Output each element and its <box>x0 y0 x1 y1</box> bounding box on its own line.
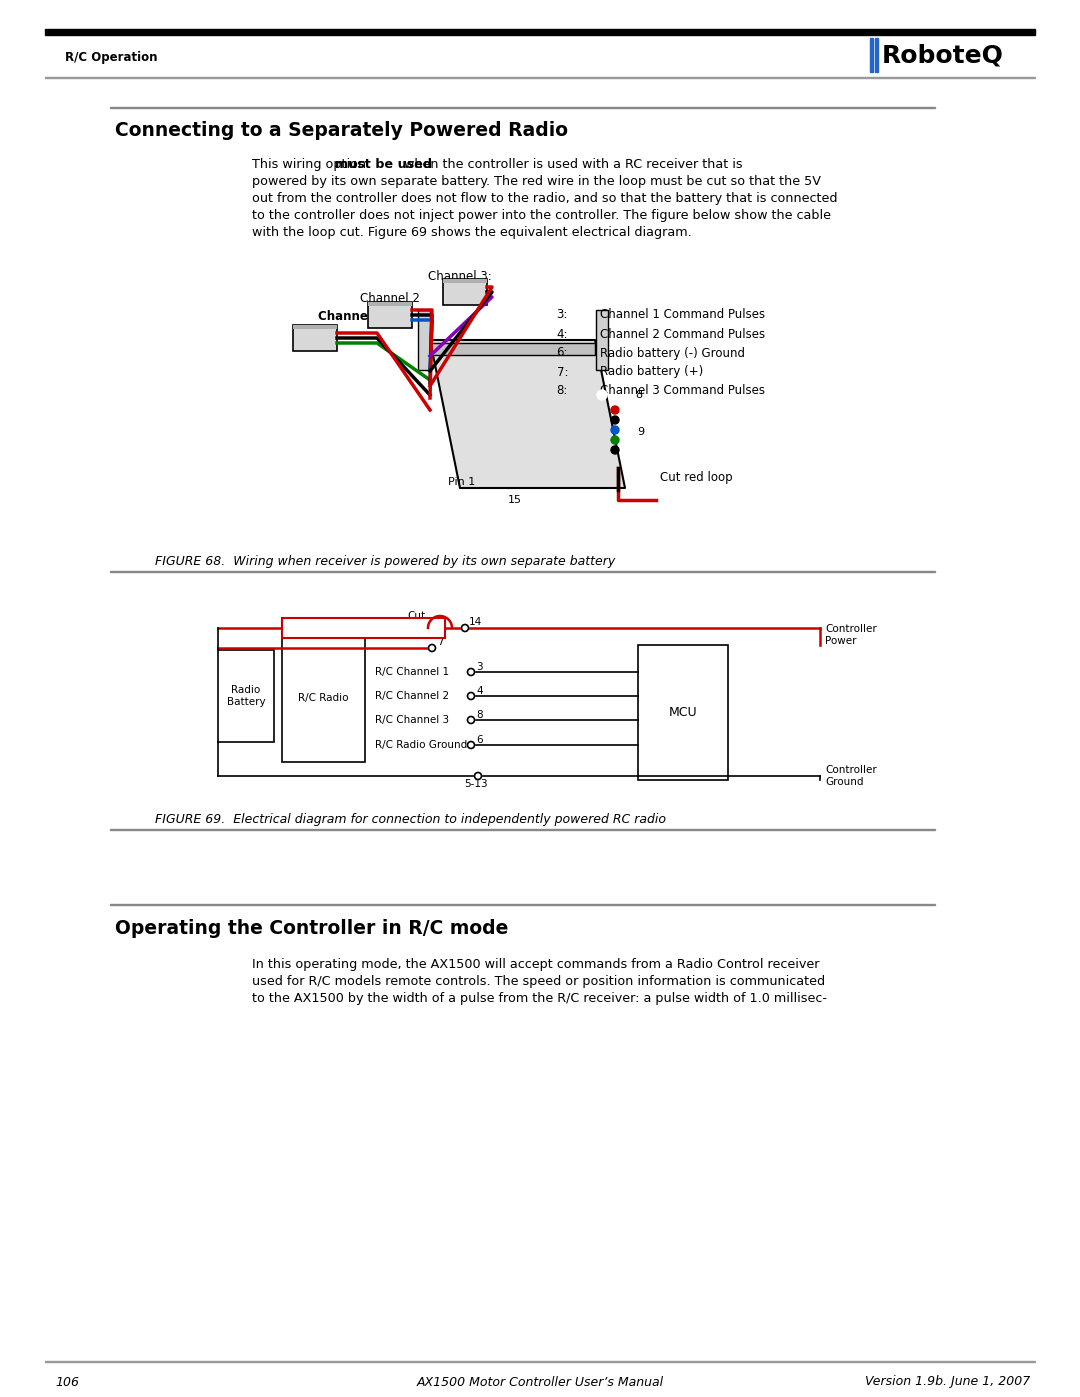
Text: 7:: 7: <box>556 366 568 379</box>
Bar <box>368 302 411 328</box>
Text: 8: 8 <box>635 390 643 400</box>
Bar <box>418 310 430 370</box>
Text: 106: 106 <box>55 1376 79 1389</box>
Text: Cut red loop: Cut red loop <box>660 472 732 485</box>
Bar <box>218 650 274 742</box>
Text: Channel 3 Command Pulses: Channel 3 Command Pulses <box>600 384 765 398</box>
Text: Controller
Ground: Controller Ground <box>825 766 877 787</box>
Bar <box>368 302 411 306</box>
Text: Channel 3:: Channel 3: <box>428 270 491 284</box>
Text: with the loop cut. Figure 69 shows the equivalent electrical diagram.: with the loop cut. Figure 69 shows the e… <box>252 226 692 239</box>
Circle shape <box>468 669 474 676</box>
Text: 3: 3 <box>476 662 483 672</box>
Text: 9: 9 <box>637 427 644 437</box>
Text: Operating the Controller in R/C mode: Operating the Controller in R/C mode <box>114 918 509 937</box>
Text: R/C Radio: R/C Radio <box>298 693 349 704</box>
Text: R/C Channel 2: R/C Channel 2 <box>375 692 449 701</box>
Text: Connecting to a Separately Powered Radio: Connecting to a Separately Powered Radio <box>114 122 568 141</box>
Circle shape <box>468 693 474 700</box>
Text: 15: 15 <box>508 495 522 504</box>
Circle shape <box>461 624 469 631</box>
Text: FIGURE 68.  Wiring when receiver is powered by its own separate battery: FIGURE 68. Wiring when receiver is power… <box>156 555 616 567</box>
Text: FIGURE 69.  Electrical diagram for connection to independently powered RC radio: FIGURE 69. Electrical diagram for connec… <box>156 813 666 827</box>
Text: to the AX1500 by the width of a pulse from the R/C receiver: a pulse width of 1.: to the AX1500 by the width of a pulse fr… <box>252 992 827 1004</box>
Text: R/C Radio Ground: R/C Radio Ground <box>375 740 468 750</box>
Text: R/C Radio Power: R/C Radio Power <box>285 623 370 633</box>
Text: Channel 1 Command Pulses: Channel 1 Command Pulses <box>600 309 765 321</box>
Bar <box>45 29 1035 35</box>
Circle shape <box>611 407 619 414</box>
Text: must be used: must be used <box>335 158 432 170</box>
Text: out from the controller does not flow to the radio, and so that the battery that: out from the controller does not flow to… <box>252 191 837 205</box>
Bar <box>282 636 365 761</box>
Text: R/C Channel 1: R/C Channel 1 <box>375 666 449 678</box>
Circle shape <box>611 446 619 454</box>
Text: Channel 2 Command Pulses: Channel 2 Command Pulses <box>600 327 765 341</box>
Text: Channel 1: Channel 1 <box>318 310 384 323</box>
Bar <box>596 310 608 370</box>
Text: Channel 2: Channel 2 <box>360 292 420 305</box>
Bar <box>870 38 873 73</box>
Text: 4:: 4: <box>556 327 568 341</box>
Text: Radio battery (-) Ground: Radio battery (-) Ground <box>600 346 745 359</box>
Text: In this operating mode, the AX1500 will accept commands from a Radio Control rec: In this operating mode, the AX1500 will … <box>252 958 820 971</box>
Text: Radio
Battery: Radio Battery <box>227 685 266 707</box>
Bar <box>875 38 877 73</box>
Circle shape <box>429 644 435 651</box>
Text: powered by its own separate battery. The red wire in the loop must be cut so tha: powered by its own separate battery. The… <box>252 175 821 189</box>
Circle shape <box>474 773 482 780</box>
Text: R/C Channel 3: R/C Channel 3 <box>375 715 449 725</box>
Text: used for R/C models remote controls. The speed or position information is commun: used for R/C models remote controls. The… <box>252 975 825 988</box>
Bar <box>430 344 595 355</box>
Text: This wiring option: This wiring option <box>252 158 370 170</box>
Bar <box>638 645 728 780</box>
Text: Controller
Power: Controller Power <box>825 624 877 645</box>
Bar <box>443 279 487 284</box>
Text: 4: 4 <box>476 686 483 696</box>
Circle shape <box>611 426 619 434</box>
Text: 14: 14 <box>469 617 483 627</box>
Text: Radio battery (+): Radio battery (+) <box>600 366 703 379</box>
Text: 8:: 8: <box>556 384 568 398</box>
Text: Cut: Cut <box>407 610 426 622</box>
Circle shape <box>419 390 429 400</box>
Circle shape <box>611 416 619 425</box>
Circle shape <box>597 390 607 400</box>
Text: R/C Operation: R/C Operation <box>65 50 158 63</box>
Bar <box>293 326 337 330</box>
Polygon shape <box>430 339 625 488</box>
Circle shape <box>468 742 474 749</box>
Text: RoboteQ: RoboteQ <box>882 43 1004 67</box>
Text: 6:: 6: <box>556 346 568 359</box>
Text: 6: 6 <box>476 735 483 745</box>
Text: 5-13: 5-13 <box>464 780 488 789</box>
Text: Pin 1: Pin 1 <box>448 476 475 488</box>
Bar <box>293 326 337 351</box>
Text: when the controller is used with a RC receiver that is: when the controller is used with a RC re… <box>400 158 743 170</box>
Text: 7: 7 <box>437 637 444 647</box>
Text: MCU: MCU <box>669 705 698 719</box>
Text: AX1500 Motor Controller User’s Manual: AX1500 Motor Controller User’s Manual <box>417 1376 663 1389</box>
Text: to the controller does not inject power into the controller. The figure below sh: to the controller does not inject power … <box>252 210 831 222</box>
Text: Version 1.9b. June 1, 2007: Version 1.9b. June 1, 2007 <box>865 1376 1030 1389</box>
Text: 3:: 3: <box>556 309 568 321</box>
Circle shape <box>468 717 474 724</box>
Text: 8: 8 <box>476 710 483 719</box>
Bar <box>443 279 487 305</box>
Circle shape <box>611 436 619 444</box>
Bar <box>282 617 445 638</box>
